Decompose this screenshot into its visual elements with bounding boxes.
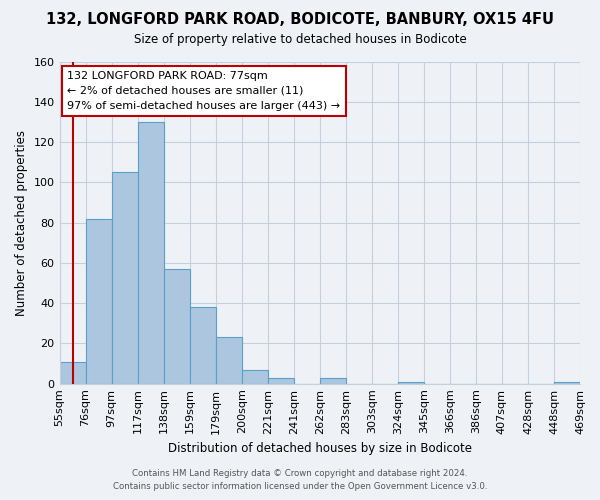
- Bar: [554, 382, 580, 384]
- Bar: [398, 382, 424, 384]
- Bar: [86, 218, 112, 384]
- Bar: [59, 362, 86, 384]
- Bar: [112, 172, 137, 384]
- Bar: [320, 378, 346, 384]
- Bar: [268, 378, 294, 384]
- Bar: [242, 370, 268, 384]
- Text: 132 LONGFORD PARK ROAD: 77sqm
← 2% of detached houses are smaller (11)
97% of se: 132 LONGFORD PARK ROAD: 77sqm ← 2% of de…: [67, 71, 340, 111]
- Text: 132, LONGFORD PARK ROAD, BODICOTE, BANBURY, OX15 4FU: 132, LONGFORD PARK ROAD, BODICOTE, BANBU…: [46, 12, 554, 28]
- Bar: [164, 269, 190, 384]
- Text: Size of property relative to detached houses in Bodicote: Size of property relative to detached ho…: [134, 32, 466, 46]
- Bar: [137, 122, 164, 384]
- Y-axis label: Number of detached properties: Number of detached properties: [15, 130, 28, 316]
- Bar: [190, 307, 215, 384]
- Text: Contains HM Land Registry data © Crown copyright and database right 2024.
Contai: Contains HM Land Registry data © Crown c…: [113, 470, 487, 491]
- X-axis label: Distribution of detached houses by size in Bodicote: Distribution of detached houses by size …: [168, 442, 472, 455]
- Bar: [215, 338, 242, 384]
